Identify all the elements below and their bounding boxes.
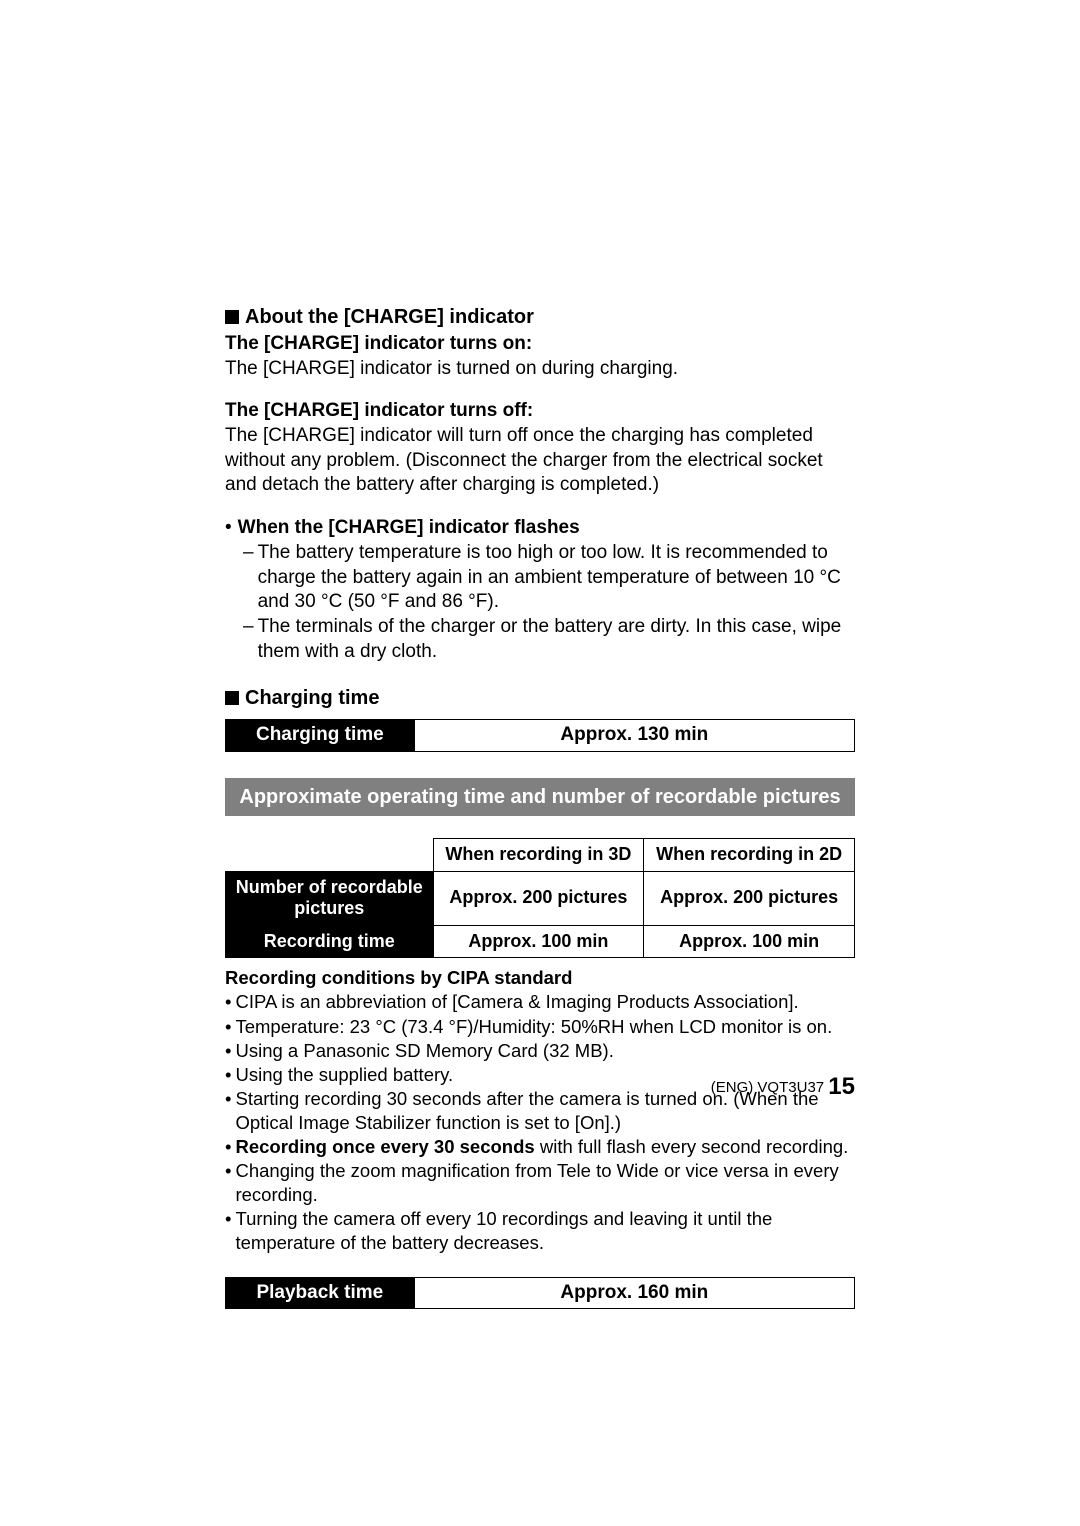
cond-3-text: Using a Panasonic SD Memory Card (32 MB)… xyxy=(235,1039,613,1063)
playback-value: Approx. 160 min xyxy=(414,1277,854,1308)
charge-off-body: The [CHARGE] indicator will turn off onc… xyxy=(225,424,855,498)
row-time-3d: Approx. 100 min xyxy=(433,925,644,958)
cond-2-text: Temperature: 23 °C (73.4 °F)/Humidity: 5… xyxy=(235,1015,832,1039)
charging-time-label: Charging time xyxy=(226,720,415,752)
page-footer: (ENG) VQT3U37 15 xyxy=(225,1073,855,1101)
flash-title: When the [CHARGE] indicator flashes xyxy=(238,516,580,541)
heading-text: About the [CHARGE] indicator xyxy=(245,306,534,328)
charge-on-title: The [CHARGE] indicator turns on: xyxy=(225,332,855,357)
cond-6-bold: Recording once every 30 seconds xyxy=(235,1136,534,1157)
cond-8: •Turning the camera off every 10 recordi… xyxy=(225,1207,855,1255)
dash-icon: – xyxy=(243,541,258,615)
dash-icon: – xyxy=(243,615,258,664)
col-2d: When recording in 2D xyxy=(644,839,855,872)
footer-prefix: (ENG) VQT3U37 xyxy=(711,1079,824,1096)
cond-8-text: Turning the camera off every 10 recordin… xyxy=(235,1207,855,1255)
cond-7: •Changing the zoom magnification from Te… xyxy=(225,1159,855,1207)
row-time-label: Recording time xyxy=(226,925,434,958)
flash-item-1-text: The battery temperature is too high or t… xyxy=(258,541,855,615)
empty-cell xyxy=(226,839,434,872)
flash-item-2: – The terminals of the charger or the ba… xyxy=(243,615,855,664)
cond-2: •Temperature: 23 °C (73.4 °F)/Humidity: … xyxy=(225,1015,855,1039)
cond-6: •Recording once every 30 seconds with fu… xyxy=(225,1135,855,1159)
recording-table: When recording in 3D When recording in 2… xyxy=(225,838,855,958)
flash-item-1: – The battery temperature is too high or… xyxy=(243,541,855,615)
flash-list: – The battery temperature is too high or… xyxy=(225,541,855,664)
section-banner: Approximate operating time and number of… xyxy=(225,778,855,816)
flash-title-line: • When the [CHARGE] indicator flashes xyxy=(225,516,855,541)
playback-label: Playback time xyxy=(226,1277,415,1308)
page-number: 15 xyxy=(828,1073,855,1100)
conditions-title: Recording conditions by CIPA standard xyxy=(225,966,855,990)
cond-1: •CIPA is an abbreviation of [Camera & Im… xyxy=(225,990,855,1014)
charge-on-body: The [CHARGE] indicator is turned on duri… xyxy=(225,357,855,382)
cond-7-text: Changing the zoom magnification from Tel… xyxy=(235,1159,855,1207)
charging-time-table: Charging time Approx. 130 min xyxy=(225,719,855,752)
col-3d: When recording in 3D xyxy=(433,839,644,872)
bullet-icon: • xyxy=(225,1159,235,1207)
heading-charge-indicator: About the [CHARGE] indicator xyxy=(225,305,855,330)
cond-1-text: CIPA is an abbreviation of [Camera & Ima… xyxy=(235,990,798,1014)
heading-charging-time: Charging time xyxy=(225,686,855,711)
row-pictures-2d: Approx. 200 pictures xyxy=(644,871,855,925)
bullet-icon: • xyxy=(225,1135,235,1159)
flash-item-2-text: The terminals of the charger or the batt… xyxy=(258,615,855,664)
cond-3: •Using a Panasonic SD Memory Card (32 MB… xyxy=(225,1039,855,1063)
cond-6-rest: with full flash every second recording. xyxy=(535,1136,849,1157)
bullet-icon: • xyxy=(225,1015,235,1039)
charge-off-title: The [CHARGE] indicator turns off: xyxy=(225,399,855,424)
conditions-block: Recording conditions by CIPA standard •C… xyxy=(225,966,855,1255)
square-bullet-icon xyxy=(225,310,239,324)
row-pictures-label: Number of recordable pictures xyxy=(226,871,434,925)
row-time-2d: Approx. 100 min xyxy=(644,925,855,958)
cond-6-text: Recording once every 30 seconds with ful… xyxy=(235,1135,848,1159)
playback-table: Playback time Approx. 160 min xyxy=(225,1277,855,1309)
square-bullet-icon xyxy=(225,691,239,705)
heading-text: Charging time xyxy=(245,687,379,709)
bullet-icon: • xyxy=(225,516,238,541)
row-pictures-3d: Approx. 200 pictures xyxy=(433,871,644,925)
charging-time-value: Approx. 130 min xyxy=(414,720,854,752)
page-content: About the [CHARGE] indicator The [CHARGE… xyxy=(225,305,855,1309)
bullet-icon: • xyxy=(225,1207,235,1255)
bullet-icon: • xyxy=(225,1039,235,1063)
bullet-icon: • xyxy=(225,990,235,1014)
